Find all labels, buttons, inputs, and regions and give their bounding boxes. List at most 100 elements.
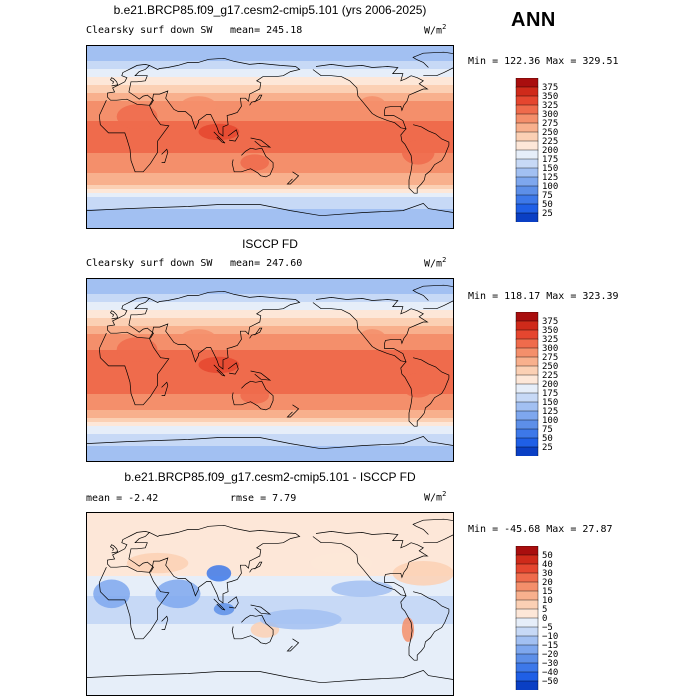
colorbar-label: 100 (542, 416, 558, 426)
colorbar-swatch (515, 185, 539, 196)
coastline-antarctica (86, 202, 454, 217)
map-band (86, 370, 454, 375)
map-band (86, 576, 454, 581)
coastline-nz (286, 638, 300, 652)
panel1-mean: mean= 245.18 (230, 25, 303, 36)
map-band (86, 394, 454, 399)
map-band (86, 350, 454, 355)
colorbar-label: 25 (542, 443, 553, 453)
map-band (86, 61, 454, 66)
colorbar-swatch (515, 680, 539, 690)
map-band (86, 636, 454, 641)
map-band (86, 169, 454, 174)
panel2-units: W/m2 (424, 256, 447, 270)
map-band (86, 157, 454, 162)
colorbar-label: 225 (542, 137, 558, 147)
map-feature (155, 579, 201, 609)
colorbar-swatch (515, 356, 539, 367)
colorbar-label: 30 (542, 569, 553, 579)
map-band (86, 580, 454, 585)
colorbar-label: 300 (542, 344, 558, 354)
panel1-minmax: Min = 122.36 Max = 329.51 (468, 56, 619, 67)
map-band (86, 73, 454, 78)
colorbar-label: −40 (542, 668, 558, 678)
map-band (86, 564, 454, 569)
map-band (86, 129, 454, 134)
map-feature (240, 387, 269, 404)
coastline-borneo (227, 596, 239, 609)
coastline-asia (149, 57, 301, 137)
panel2-minmax: Min = 118.17 Max = 323.39 (468, 291, 619, 302)
map-band (86, 69, 454, 74)
coastline-uk (110, 544, 119, 554)
colorbar-label: 250 (542, 128, 558, 138)
colorbar-label: 50 (542, 551, 553, 561)
coastline-newguinea (250, 604, 272, 615)
map-feature (401, 373, 435, 398)
coastline-antarctica (86, 669, 454, 684)
map-band (86, 524, 454, 529)
colorbar-label: 350 (542, 92, 558, 102)
coastline-asia (149, 290, 301, 370)
panel2-colorbar: 3753503253002752502252001751501251007550… (515, 312, 558, 456)
map-band (86, 640, 454, 645)
colorbar-swatch (515, 86, 539, 97)
map-band (86, 398, 454, 403)
colorbar-label: 175 (542, 389, 558, 399)
map-band (86, 185, 454, 190)
map-frame (86, 512, 454, 696)
map-band (86, 326, 454, 331)
map-band (86, 434, 454, 439)
map-band (86, 644, 454, 649)
colorbar-swatch (515, 122, 539, 133)
map-band (86, 314, 454, 319)
coastline-europe-africa (98, 297, 170, 406)
colorbar-label: 40 (542, 560, 553, 570)
coastline-greenland (412, 51, 454, 77)
panel1-title: b.e21.BRCP85.f09_g17.cesm2-cmip5.101 (yr… (113, 3, 427, 17)
coastline-madagascar (161, 381, 169, 396)
colorbar-swatch (515, 428, 539, 439)
colorbar-swatch (515, 581, 539, 592)
colorbar-swatch (515, 383, 539, 394)
colorbar-label: 150 (542, 164, 558, 174)
colorbar-swatch (515, 446, 539, 456)
map-band (86, 560, 454, 565)
map-band (86, 278, 454, 283)
panel3-title: b.e21.BRCP85.f09_g17.cesm2-cmip5.101 - I… (124, 470, 416, 484)
panel1-units: W/m2 (424, 23, 447, 37)
map-band (86, 57, 454, 62)
colorbar-label: 150 (542, 398, 558, 408)
colorbar-label: 350 (542, 326, 558, 336)
map-band (86, 544, 454, 549)
map-band (86, 205, 454, 210)
map-band (86, 221, 454, 226)
map-band (86, 556, 454, 561)
map-band (86, 354, 454, 359)
coastline-samerica (400, 357, 450, 427)
colorbar-swatch (515, 140, 539, 151)
map-band (86, 302, 454, 307)
map-band (86, 362, 454, 367)
map-band (86, 282, 454, 287)
colorbar-swatch (515, 546, 539, 556)
map-band (86, 540, 454, 545)
map-band (86, 101, 454, 106)
colorbar-label: 100 (542, 182, 558, 192)
map-band (86, 318, 454, 323)
map-band (86, 584, 454, 589)
colorbar-swatch (515, 149, 539, 160)
colorbar-swatch (515, 347, 539, 358)
map-band (86, 552, 454, 557)
colorbar-label: 5 (542, 605, 547, 615)
panel3-minmax: Min = -45.68 Max = 27.87 (468, 524, 613, 535)
colorbar-label: 275 (542, 353, 558, 363)
map-band (86, 298, 454, 303)
map-band (86, 85, 454, 90)
panel1-map (86, 45, 454, 229)
map-band (86, 684, 454, 689)
colorbar-swatch (515, 212, 539, 222)
map-feature (259, 609, 342, 630)
coastline-borneo (227, 129, 239, 142)
colorbar-swatch (515, 626, 539, 637)
